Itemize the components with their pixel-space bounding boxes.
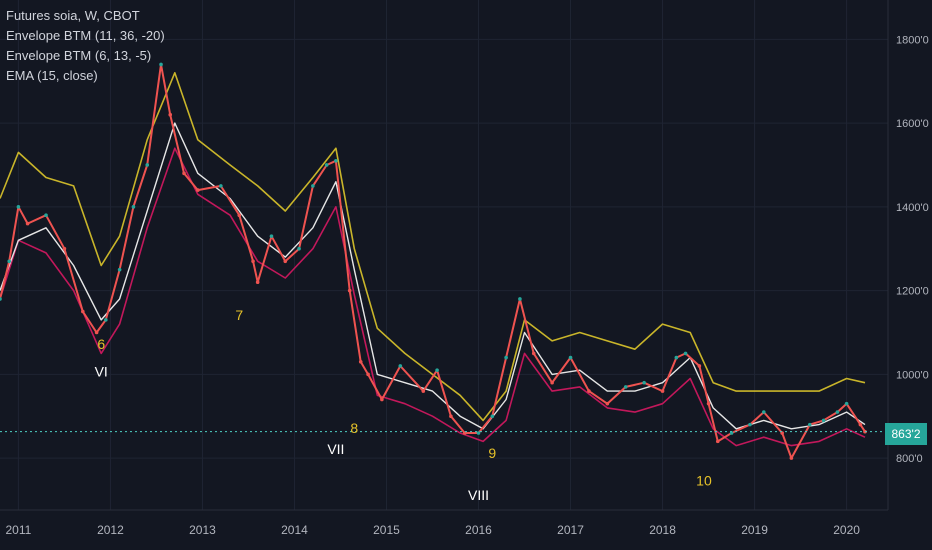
price-axis[interactable]: 800'0 1000'0 1200'0 1400'0 1600'0 1800'0 bbox=[896, 34, 929, 465]
price-point bbox=[7, 259, 12, 264]
price-point bbox=[531, 351, 536, 356]
price-point bbox=[435, 368, 439, 372]
price-point bbox=[715, 439, 720, 444]
x-tick-label: 2018 bbox=[649, 523, 676, 537]
price-point bbox=[219, 184, 223, 188]
wave-label-minor: 9 bbox=[488, 445, 496, 461]
price-point bbox=[706, 401, 711, 406]
price-point bbox=[358, 359, 363, 364]
time-axis[interactable]: 2011 2012 2013 2014 2015 2016 2017 2018 2019 2020 bbox=[5, 523, 860, 537]
wave-annotations: 6 VI 7 8 VII 9 10 VIII bbox=[95, 307, 712, 503]
price-point bbox=[623, 385, 628, 389]
price-point bbox=[683, 351, 688, 356]
legend-title[interactable]: Futures soia, W, CBOT bbox=[6, 8, 140, 23]
price-point bbox=[311, 184, 315, 188]
legend-envelope-inner[interactable]: Envelope BTM (6, 13, -5) bbox=[6, 48, 152, 63]
envelope-outer-series bbox=[0, 72, 866, 422]
x-tick-label: 2020 bbox=[833, 523, 860, 537]
legend-ema[interactable]: EMA (15, close) bbox=[6, 68, 98, 83]
x-tick-label: 2017 bbox=[557, 523, 584, 537]
price-point bbox=[605, 401, 610, 406]
price-point bbox=[863, 429, 867, 434]
wave-label-major: VII bbox=[327, 441, 344, 457]
wave-label-minor: 6 bbox=[97, 336, 105, 352]
x-tick-label: 2012 bbox=[97, 523, 124, 537]
price-point bbox=[858, 422, 863, 427]
grid-lines bbox=[0, 0, 888, 510]
ema-series bbox=[0, 122, 866, 430]
y-tick-label: 1200'0 bbox=[896, 286, 929, 298]
price-point bbox=[196, 188, 200, 192]
price-point bbox=[269, 234, 274, 238]
wave-label-major: VIII bbox=[468, 487, 489, 503]
price-point bbox=[697, 364, 702, 368]
price-point bbox=[131, 205, 136, 209]
legend-envelope-outer[interactable]: Envelope BTM (11, 36, -20) bbox=[6, 28, 165, 43]
price-point bbox=[324, 163, 329, 167]
wave-label-minor: 10 bbox=[696, 472, 712, 488]
price-point bbox=[251, 259, 255, 264]
y-tick-label: 800'0 bbox=[896, 453, 923, 465]
y-tick-label: 1000'0 bbox=[896, 369, 929, 381]
price-point bbox=[255, 280, 260, 285]
indicator-legend: Futures soia, W, CBOT Envelope BTM (11, … bbox=[6, 6, 165, 86]
price-point bbox=[94, 330, 99, 335]
price-point bbox=[789, 456, 794, 460]
price-point bbox=[476, 431, 481, 435]
price-point bbox=[297, 246, 301, 251]
price-point bbox=[748, 422, 752, 427]
last-price-badge: 863'2 bbox=[885, 423, 927, 445]
y-tick-label: 1400'0 bbox=[896, 202, 929, 214]
price-point bbox=[398, 364, 403, 368]
price-point bbox=[642, 380, 646, 385]
x-tick-label: 2015 bbox=[373, 523, 400, 537]
price-point bbox=[568, 355, 573, 360]
x-tick-label: 2014 bbox=[281, 523, 308, 537]
price-point bbox=[25, 221, 30, 226]
wave-label-minor: 8 bbox=[350, 420, 358, 436]
price-point bbox=[821, 418, 826, 423]
series-layer bbox=[0, 62, 867, 460]
price-point bbox=[518, 297, 522, 301]
price-point bbox=[168, 112, 173, 117]
price-point bbox=[104, 318, 108, 322]
x-tick-label: 2016 bbox=[465, 523, 492, 537]
price-point bbox=[81, 309, 85, 314]
price-point bbox=[674, 355, 679, 360]
price-point bbox=[62, 246, 67, 251]
wave-label-minor: 7 bbox=[235, 307, 243, 323]
price-point bbox=[835, 410, 840, 414]
price-point bbox=[550, 380, 554, 385]
price-point bbox=[490, 414, 495, 419]
price-point bbox=[159, 62, 163, 67]
x-tick-label: 2019 bbox=[741, 523, 768, 537]
x-tick-label: 2011 bbox=[5, 523, 31, 537]
wave-label-major: VI bbox=[95, 363, 108, 379]
price-point bbox=[182, 171, 186, 176]
price-point bbox=[587, 389, 591, 393]
price-point bbox=[283, 259, 288, 264]
price-point bbox=[237, 213, 242, 218]
price-point bbox=[16, 205, 21, 209]
price-point bbox=[334, 158, 338, 163]
price-point bbox=[117, 267, 122, 272]
price-point bbox=[145, 163, 150, 167]
price-point bbox=[366, 372, 370, 377]
price-point bbox=[761, 410, 766, 414]
price-point bbox=[449, 414, 453, 419]
price-point bbox=[44, 213, 48, 218]
x-tick-label: 2013 bbox=[189, 523, 216, 537]
price-point bbox=[380, 397, 384, 402]
y-tick-label: 1600'0 bbox=[896, 118, 929, 130]
price-point bbox=[0, 297, 2, 301]
price-point bbox=[421, 389, 426, 393]
price-point bbox=[844, 401, 849, 406]
price-point bbox=[504, 355, 508, 360]
price-point bbox=[347, 288, 352, 293]
price-point bbox=[807, 422, 812, 427]
y-tick-label: 1800'0 bbox=[896, 34, 929, 46]
price-point bbox=[660, 389, 665, 393]
envelope-inner-series bbox=[0, 147, 866, 447]
